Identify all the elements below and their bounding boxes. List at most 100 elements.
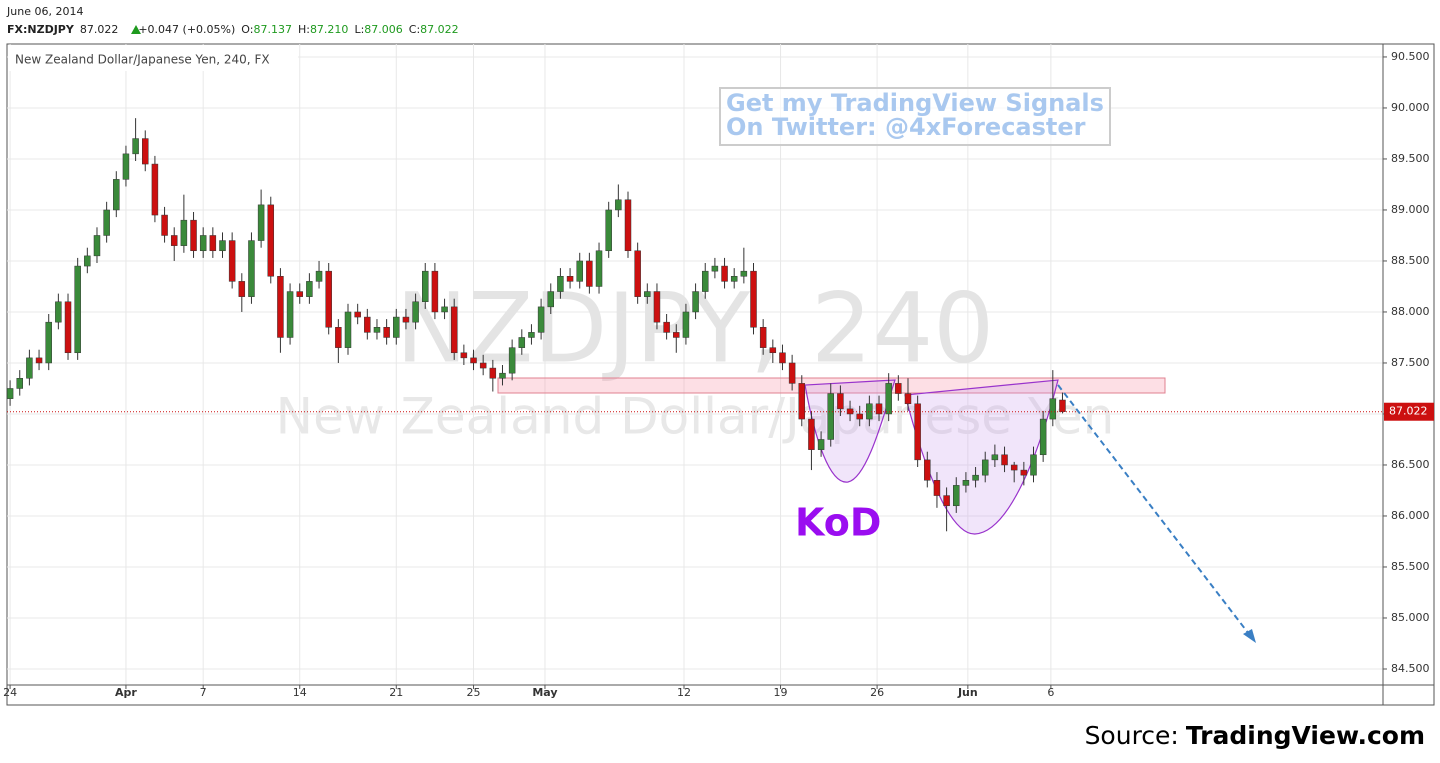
candle-body [161,214,168,236]
candle-body [450,306,458,354]
candle-body [692,291,699,313]
up-arrow [131,25,141,34]
subtitle: New Zealand Dollar/Japanese Yen, 240, FX [15,53,270,67]
candles [6,118,1383,532]
candle-body [730,276,738,282]
candle-body [364,316,371,333]
ohlc-label: O: [241,23,253,36]
candle-body [904,393,912,405]
candle-body [84,255,91,267]
candle-body [1020,469,1028,476]
x-tick-label: 14 [293,686,307,699]
promo-line: On Twitter: @4xForecaster [726,113,1086,141]
candle-body [277,276,284,338]
candle-body [286,291,294,338]
candle-body [55,301,62,323]
x-tick-label: 24 [3,686,17,699]
candle-body [190,219,197,252]
candle-body [779,352,786,364]
x-tick-label: 21 [389,686,403,699]
last-price-label: 87.022 [1389,405,1428,418]
candle-body [576,260,583,282]
candle-body [354,311,361,318]
header-quote: FX:NZDJPY 87.022 +0.047 (+0.05%) O:87.137 H:… [7,23,459,36]
candle-body [479,362,487,369]
candle-body [586,260,593,287]
candle-body [335,327,342,348]
candle-body [1001,454,1008,466]
candle-body [595,250,603,287]
candle-body [113,179,120,211]
ohlc-value: 87.006 [364,23,403,36]
candle-body [856,413,863,420]
y-tick-label: 89.000 [1391,203,1430,216]
candle-body [122,153,130,180]
candle-body [45,321,52,364]
candle-body [422,270,429,303]
candle-body [924,459,931,481]
candle-body [16,378,23,389]
candle-body [914,403,921,461]
candle-body [682,311,690,338]
ohlc-label: H: [298,23,310,36]
promo-box [719,87,1111,146]
x-tick-label: Apr [115,686,137,699]
source: Source: TradingView.com [1085,721,1425,750]
candle-body [248,240,255,297]
source-prefix: Source: [1085,721,1179,750]
y-tick-label: 86.500 [1391,458,1430,471]
candle-body [895,383,902,394]
grid [7,44,1383,685]
y-tick-label: 85.500 [1391,560,1430,573]
candle-body [875,403,883,415]
candle-body [238,281,246,297]
change: +0.047 (+0.05%) [138,23,235,36]
candle-body [953,485,960,507]
promo-line: Get my TradingView Signals [726,89,1104,117]
candle-body [1030,454,1037,476]
candle-body [750,270,757,328]
candle-body [537,306,545,333]
x-tick-label: 12 [677,686,691,699]
y-tick-label: 90.500 [1391,50,1430,63]
y-tick-label: 88.000 [1391,305,1430,318]
candle-body [769,347,777,354]
x-tick-label: May [532,686,557,699]
candle-body [74,265,81,354]
candle-body [93,235,101,257]
candle-body [808,418,815,450]
candle-body [373,327,381,333]
y-tick-label: 88.500 [1391,254,1430,267]
candle-body [827,393,834,440]
forecast-arrow [1057,384,1253,639]
ohlc-label: C: [409,23,420,36]
candle-body [219,240,226,252]
subtitle-bg [8,45,298,71]
x-tick-label: 19 [774,686,788,699]
candle-body [132,138,139,155]
candle-body [962,480,970,486]
candle-body [383,327,390,338]
watermark-symbol: NZDJPY, 240 [396,272,995,384]
candle-body [325,270,332,328]
candle-body [788,362,796,384]
candle-body [431,270,439,313]
candle-body [499,372,506,379]
candle-body [402,316,410,323]
last-price-box [1384,402,1434,421]
candle-body [885,383,892,415]
candle-body [1049,398,1057,420]
candle-body [296,291,303,297]
annotation: KoD [795,501,881,545]
symbol: FX:NZDJPY [7,23,75,36]
candle-body [605,209,612,252]
frame [6,43,1435,706]
candle-body [460,352,468,359]
candle-body [508,347,516,374]
candle-body [1039,418,1047,456]
y-tick-label: 89.500 [1391,152,1430,165]
candle-body [673,332,680,338]
y-tick-label: 87.500 [1391,356,1430,369]
